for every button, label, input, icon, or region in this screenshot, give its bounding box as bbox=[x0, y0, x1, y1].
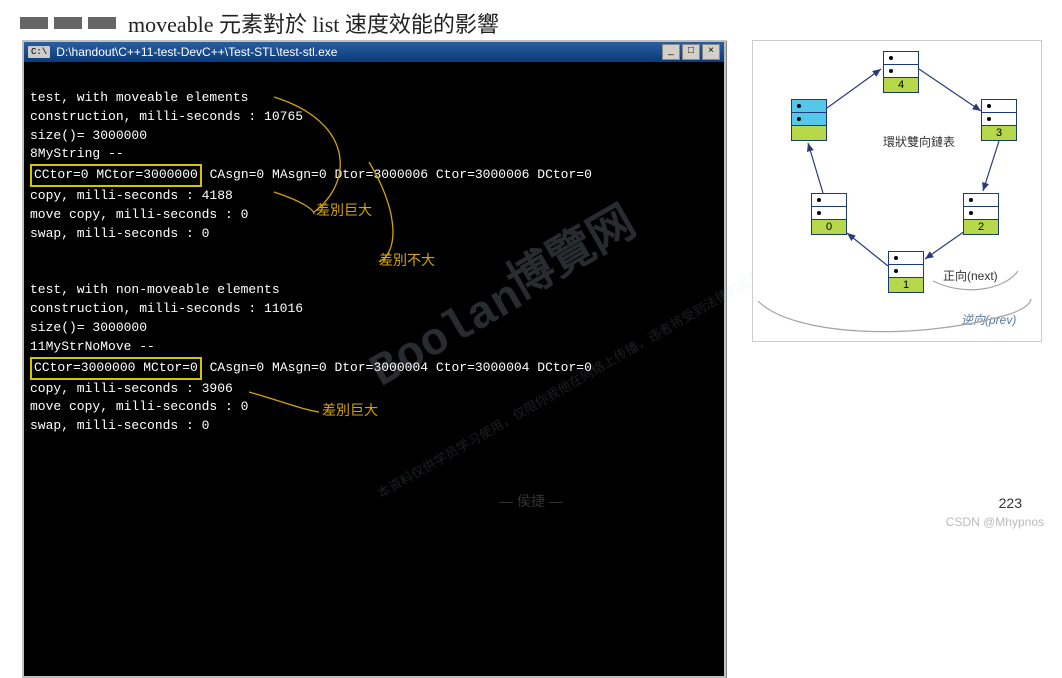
next-label: 正向(next) bbox=[943, 267, 998, 284]
slide-title: moveable 元素對於 list 速度效能的影響 bbox=[128, 7, 499, 39]
list-node: 1 bbox=[888, 251, 924, 293]
term-line: test, with moveable elements bbox=[30, 90, 248, 105]
page-number: 223 bbox=[999, 495, 1022, 511]
term-line: swap, milli-seconds : 0 bbox=[30, 418, 209, 433]
term-line: 11MyStrNoMove -- bbox=[30, 339, 155, 354]
terminal-window: C:\ D:\handout\C++11-test-DevC++\Test-ST… bbox=[22, 40, 726, 678]
list-node: 4 bbox=[883, 51, 919, 93]
linked-list-diagram: 環狀雙向鏈表 正向(next) 逆向(prev) 4 3 0 21 bbox=[752, 40, 1042, 342]
maximize-button[interactable]: □ bbox=[682, 44, 700, 60]
slide-header: moveable 元素對於 list 速度效能的影響 bbox=[20, 7, 1042, 39]
term-line: move copy, milli-seconds : 0 bbox=[30, 207, 248, 222]
term-line: 8MyString -- bbox=[30, 146, 124, 161]
window-titlebar: C:\ D:\handout\C++11-test-DevC++\Test-ST… bbox=[24, 42, 724, 62]
watermark-brand: 博覽网 bbox=[497, 192, 650, 319]
list-node bbox=[791, 99, 827, 141]
cmd-icon: C:\ bbox=[28, 46, 50, 58]
prev-label: 逆向(prev) bbox=[961, 311, 1016, 328]
term-line: construction, milli-seconds : 10765 bbox=[30, 109, 303, 124]
annotation-text: 差別巨大 bbox=[316, 202, 372, 222]
watermark-logo: Boolan bbox=[358, 265, 535, 406]
diagram-caption: 環狀雙向鏈表 bbox=[883, 133, 955, 150]
term-line: copy, milli-seconds : 3906 bbox=[30, 381, 233, 396]
term-line: swap, milli-seconds : 0 bbox=[30, 226, 209, 241]
window-path: D:\handout\C++11-test-DevC++\Test-STL\te… bbox=[56, 45, 337, 59]
term-line: copy, milli-seconds : 4188 bbox=[30, 188, 233, 203]
annotation-text: 差別巨大 bbox=[322, 402, 378, 422]
term-line: size()= 3000000 bbox=[30, 128, 147, 143]
terminal-body: test, with moveable elements constructio… bbox=[24, 62, 724, 676]
annotation-text: 差別不大 bbox=[379, 252, 435, 272]
term-line: test, with non-moveable elements bbox=[30, 282, 280, 297]
list-node: 3 bbox=[981, 99, 1017, 141]
list-node: 2 bbox=[963, 193, 999, 235]
dash-decor bbox=[20, 17, 116, 29]
term-line: size()= 3000000 bbox=[30, 320, 147, 335]
close-button[interactable]: × bbox=[702, 44, 720, 60]
highlight-box: CCtor=0 MCtor=3000000 bbox=[30, 164, 202, 187]
term-line: CAsgn=0 MAsgn=0 Dtor=3000006 Ctor=300000… bbox=[202, 167, 592, 182]
term-line: move copy, milli-seconds : 0 bbox=[30, 399, 248, 414]
footer-author: — 侯捷 — bbox=[0, 491, 1062, 511]
minimize-button[interactable]: _ bbox=[662, 44, 680, 60]
list-node: 0 bbox=[811, 193, 847, 235]
highlight-box: CCtor=3000000 MCtor=0 bbox=[30, 357, 202, 380]
term-line: construction, milli-seconds : 11016 bbox=[30, 301, 303, 316]
csdn-watermark: CSDN @Mhypnos bbox=[946, 515, 1044, 529]
